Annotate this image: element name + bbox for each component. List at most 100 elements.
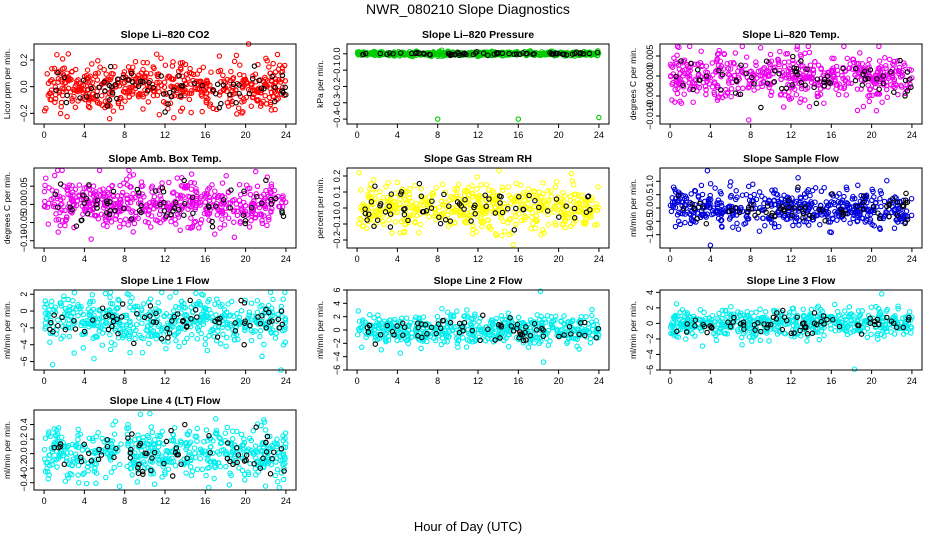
data-point xyxy=(248,337,255,344)
data-point xyxy=(132,58,139,65)
y-tick-label: −0.2 xyxy=(332,78,342,96)
reference-point xyxy=(372,183,378,189)
data-point xyxy=(710,211,717,217)
data-point xyxy=(121,220,127,227)
data-point xyxy=(545,221,552,228)
reference-point xyxy=(272,98,278,105)
data-point xyxy=(805,222,812,228)
series-points xyxy=(354,47,602,122)
reference-point xyxy=(157,202,163,208)
data-point xyxy=(108,219,115,225)
reference-point xyxy=(279,72,286,79)
data-point xyxy=(739,192,746,198)
data-point xyxy=(444,212,451,218)
reference-point xyxy=(496,193,503,199)
reference-point xyxy=(859,82,866,88)
data-point xyxy=(153,217,159,223)
reference-point xyxy=(387,211,394,217)
data-point xyxy=(106,191,112,197)
data-point xyxy=(470,223,476,229)
data-point xyxy=(898,82,904,89)
data-point xyxy=(521,197,528,204)
panel-frame xyxy=(346,43,610,125)
data-point xyxy=(788,95,795,102)
data-point xyxy=(160,216,167,223)
data-point xyxy=(429,190,436,196)
reference-point xyxy=(456,201,463,207)
outlier-point xyxy=(745,117,752,123)
data-point xyxy=(474,186,480,192)
data-point xyxy=(357,215,363,222)
data-point xyxy=(823,199,830,205)
data-point xyxy=(762,222,768,229)
data-point xyxy=(138,70,145,76)
data-point xyxy=(384,198,391,204)
x-tick-label: 8 xyxy=(748,130,753,140)
data-point xyxy=(895,91,901,98)
data-point xyxy=(383,183,389,190)
reference-point xyxy=(571,205,578,212)
data-point xyxy=(699,63,705,70)
data-point xyxy=(263,55,269,62)
data-point xyxy=(355,308,362,314)
x-tick-label: 12 xyxy=(786,254,796,264)
reference-point xyxy=(408,50,415,57)
reference-point xyxy=(532,197,538,204)
data-point xyxy=(387,197,394,203)
reference-point xyxy=(106,97,113,103)
data-point xyxy=(843,92,850,98)
x-tick-label: 0 xyxy=(668,130,673,140)
data-point xyxy=(49,65,55,72)
data-point xyxy=(121,69,128,75)
data-point xyxy=(410,212,416,218)
data-point xyxy=(728,93,734,100)
data-point xyxy=(582,221,588,227)
panel-ylabel: ml/min per min. xyxy=(628,301,638,359)
data-point xyxy=(545,188,551,194)
data-point xyxy=(716,200,722,206)
data-point xyxy=(398,218,405,225)
data-point xyxy=(595,184,601,190)
data-point xyxy=(279,194,285,201)
data-point xyxy=(740,85,746,92)
reference-point xyxy=(213,203,219,209)
data-point xyxy=(88,236,94,242)
data-point xyxy=(577,205,583,211)
data-point xyxy=(668,208,675,215)
data-point xyxy=(276,77,282,83)
data-point xyxy=(182,61,189,68)
x-tick-label: 20 xyxy=(554,254,564,264)
data-point xyxy=(47,90,54,96)
data-point xyxy=(381,221,387,228)
data-point xyxy=(801,75,808,81)
reference-point xyxy=(427,52,433,58)
data-point xyxy=(854,218,860,225)
reference-point xyxy=(460,51,466,58)
reference-point xyxy=(137,78,144,85)
data-point xyxy=(378,347,385,353)
data-point xyxy=(365,191,371,197)
data-point xyxy=(207,82,213,88)
reference-point xyxy=(175,206,182,213)
data-point xyxy=(85,86,92,93)
data-point xyxy=(248,103,255,109)
data-point xyxy=(869,221,875,228)
data-point xyxy=(731,61,737,67)
data-point xyxy=(888,82,894,88)
reference-point xyxy=(482,192,488,199)
reference-point xyxy=(83,195,90,202)
data-point xyxy=(199,108,205,115)
data-point xyxy=(402,209,408,215)
reference-point xyxy=(120,74,126,81)
data-point xyxy=(259,217,265,224)
x-tick-label: 12 xyxy=(473,130,483,140)
x-tick-label: 0 xyxy=(668,376,673,386)
panel-title: Slope Line 2 Flow xyxy=(434,275,524,287)
data-point xyxy=(186,194,193,200)
data-point xyxy=(99,342,106,348)
data-point xyxy=(886,56,893,63)
data-point xyxy=(461,218,468,225)
data-point xyxy=(51,201,58,208)
data-point xyxy=(513,213,519,220)
data-point xyxy=(758,80,764,87)
